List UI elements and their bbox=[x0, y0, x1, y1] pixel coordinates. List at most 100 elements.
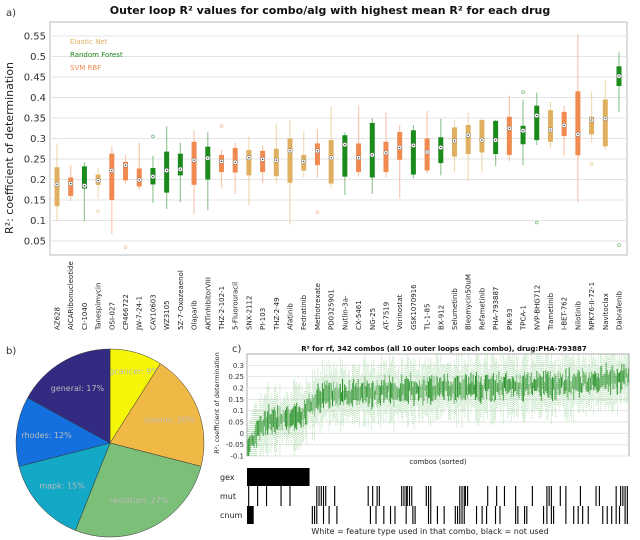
box-median-dot bbox=[70, 182, 72, 185]
box-median-dot bbox=[371, 154, 373, 156]
feature-unused-stripe bbox=[289, 486, 291, 506]
feature-unused-stripe bbox=[430, 486, 432, 506]
chart-c: -0.1 -0.05 0 0.05 0.1 0.15 0.2 0.25 0.3 gex mut cnu… bbox=[220, 353, 630, 524]
feature-unused-stripe bbox=[517, 506, 519, 524]
panel-label-c: c) bbox=[232, 344, 241, 355]
feature-unused-stripe bbox=[624, 486, 626, 506]
x-tick-label: Nutlin-3a- bbox=[341, 295, 349, 330]
box bbox=[602, 99, 608, 147]
x-tick-label: THZ-2-49 bbox=[273, 297, 281, 331]
feature-unused-stripe bbox=[406, 486, 408, 506]
x-tick-label: WZ3105 bbox=[163, 300, 171, 330]
box-outlier bbox=[589, 162, 594, 167]
x-tick-label: Olaparib bbox=[191, 300, 199, 330]
x-tick-label: AT-7519 bbox=[382, 302, 390, 330]
box-median-dot bbox=[494, 139, 497, 141]
y-tick-label: 0.45 bbox=[24, 73, 46, 84]
feature-unused-stripe bbox=[611, 506, 613, 524]
box-median-dot bbox=[344, 143, 346, 146]
y-tick-label: -0.1 bbox=[230, 453, 244, 461]
box-outlier bbox=[123, 245, 128, 249]
box-median-dot bbox=[536, 114, 538, 117]
feature-unused-stripe bbox=[248, 486, 250, 506]
feature-unused-stripe bbox=[454, 506, 456, 524]
y-tick-label: 0 bbox=[240, 430, 244, 438]
feature-unused-stripe bbox=[565, 506, 567, 524]
box-median-dot bbox=[522, 130, 524, 132]
box bbox=[410, 130, 416, 175]
feature-unused-stripe bbox=[412, 506, 414, 524]
box bbox=[328, 140, 334, 184]
box bbox=[547, 110, 553, 142]
box bbox=[438, 137, 444, 164]
feature-unused-stripe bbox=[565, 486, 567, 506]
feature-unused-stripe bbox=[430, 506, 432, 524]
feature-unused-stripe bbox=[459, 506, 461, 524]
x-tick-label: CAY10603 bbox=[149, 294, 157, 330]
feature-unused-stripe bbox=[626, 506, 628, 524]
box bbox=[123, 161, 129, 181]
box-median-dot bbox=[124, 164, 127, 166]
feature-unused-stripe bbox=[459, 486, 461, 506]
x-tick-label: Selumetinib bbox=[451, 288, 459, 330]
x-tick-label: BX-912 bbox=[437, 305, 445, 330]
feature-unused-stripe bbox=[322, 486, 325, 506]
box-median-dot bbox=[83, 184, 86, 187]
pie-slice bbox=[15, 397, 111, 467]
feature-unused-stripe bbox=[427, 486, 430, 506]
box bbox=[506, 116, 512, 155]
box-median-dot bbox=[590, 119, 593, 121]
chart-a: 0.05 0.1 0.15 0.2 0.25 0.3 0.35 0.4 0.45 0.5 0.55 E… bbox=[24, 21, 628, 331]
x-tick-label: Methotrexate bbox=[314, 283, 322, 330]
box-median-dot bbox=[193, 159, 195, 161]
x-tick-label: AICARibonucleotide bbox=[67, 261, 75, 330]
pie-slice-label: sigcancer: 9% bbox=[103, 367, 160, 376]
box bbox=[383, 141, 389, 173]
feature-unused-stripe bbox=[443, 506, 445, 524]
box bbox=[81, 166, 87, 189]
box bbox=[205, 146, 211, 180]
box bbox=[287, 138, 293, 183]
x-tick-label: NVP-BHG712 bbox=[533, 285, 541, 330]
feature-unused-stripe bbox=[325, 486, 327, 506]
x-tick-label: JW-7-24-1 bbox=[136, 296, 144, 331]
x-tick-label: THZ-2-102-1 bbox=[218, 286, 226, 331]
box-median-dot bbox=[220, 160, 223, 163]
feature-unused-stripe bbox=[463, 506, 465, 524]
feature-unused-stripe bbox=[481, 506, 483, 524]
y-tick-label: 0.3 bbox=[233, 362, 244, 370]
feature-unused-stripe bbox=[463, 486, 465, 506]
x-tick-label: TL-1-85 bbox=[424, 304, 432, 331]
x-tick-label: CP466722 bbox=[122, 294, 130, 330]
feature-unused-stripe bbox=[389, 506, 392, 524]
legend-entry: Elastic Net bbox=[70, 38, 108, 46]
box bbox=[493, 120, 499, 155]
box bbox=[314, 143, 320, 166]
feature-unused-stripe bbox=[550, 486, 552, 506]
feature-unused-stripe bbox=[401, 486, 403, 506]
box-outlier bbox=[521, 90, 525, 94]
y-tick-label: 0.1 bbox=[233, 407, 244, 415]
box-median-dot bbox=[618, 75, 620, 77]
y-tick-label: 0.35 bbox=[24, 114, 46, 125]
box bbox=[246, 149, 252, 176]
feature-unused-stripe bbox=[320, 486, 322, 506]
y-tick-label: 0.55 bbox=[24, 32, 46, 43]
feature-unused-stripe bbox=[467, 486, 469, 506]
feature-unused-stripe bbox=[486, 506, 488, 524]
feature-unused-stripe bbox=[378, 486, 380, 506]
feature-unused-stripe bbox=[548, 486, 550, 506]
box-median-dot bbox=[330, 157, 332, 159]
feature-unused-stripe bbox=[582, 506, 584, 524]
feature-unused-stripe bbox=[573, 506, 575, 524]
pie-slice bbox=[18, 442, 111, 531]
feature-unused-stripe bbox=[328, 506, 330, 524]
feature-unused-stripe bbox=[280, 486, 282, 506]
feature-unused-block bbox=[247, 468, 310, 486]
feature-unused-stripe bbox=[411, 486, 413, 506]
box bbox=[424, 138, 430, 171]
y-tick-label: 0.15 bbox=[24, 196, 46, 207]
chart-b-pie: sigcancer: 9% cosmic: 20% radiation: 27% ma… bbox=[15, 348, 205, 538]
box-median-dot bbox=[563, 124, 565, 127]
